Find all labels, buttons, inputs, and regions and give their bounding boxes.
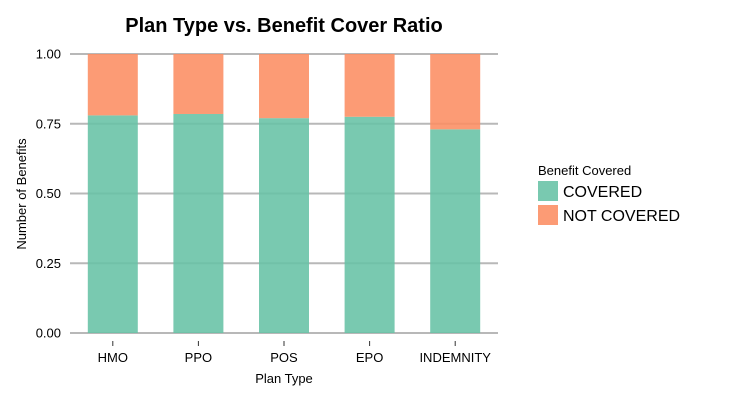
x-tick-label: HMO	[98, 350, 128, 365]
x-tick-label: PPO	[185, 350, 212, 365]
bar-segment-covered	[430, 129, 481, 333]
legend-swatch	[538, 205, 558, 225]
bar-segment-not-covered	[259, 54, 309, 119]
y-axis-ticks: 0.00 0.25 0.50 0.75 1.00	[36, 47, 61, 341]
y-axis-label: Number of Benefits	[14, 138, 29, 250]
bar-segment-covered	[87, 115, 138, 333]
bar-segment-not-covered	[87, 54, 138, 116]
bar-segment-covered	[259, 118, 309, 333]
x-tick-label: INDEMNITY	[419, 350, 491, 365]
y-tick-label: 1.00	[36, 47, 61, 62]
y-tick-label: 0.25	[36, 256, 61, 271]
bar-segment-not-covered	[344, 54, 395, 117]
legend-items: COVERED NOT COVERED	[538, 181, 680, 225]
bar-segment-covered	[344, 116, 395, 334]
legend-swatch	[538, 181, 558, 201]
legend-title: Benefit Covered	[538, 163, 631, 178]
x-tick-label: EPO	[356, 350, 383, 365]
legend: Benefit Covered COVERED NOT COVERED	[538, 163, 680, 225]
legend-label: COVERED	[563, 184, 642, 201]
bar-segment-covered	[173, 113, 224, 333]
bar-segment-not-covered	[173, 54, 224, 114]
x-axis-label: Plan Type	[255, 371, 313, 386]
x-tick-label: POS	[270, 350, 298, 365]
chart-title: Plan Type vs. Benefit Cover Ratio	[125, 15, 443, 37]
bar-segment-not-covered	[430, 54, 481, 130]
bars	[87, 54, 481, 334]
y-tick-label: 0.50	[36, 186, 61, 201]
y-tick-label: 0.75	[36, 116, 61, 131]
x-axis-ticks: HMO PPO POS EPO INDEMNITY	[98, 341, 491, 365]
legend-label: NOT COVERED	[563, 208, 680, 225]
y-tick-label: 0.00	[36, 326, 61, 341]
